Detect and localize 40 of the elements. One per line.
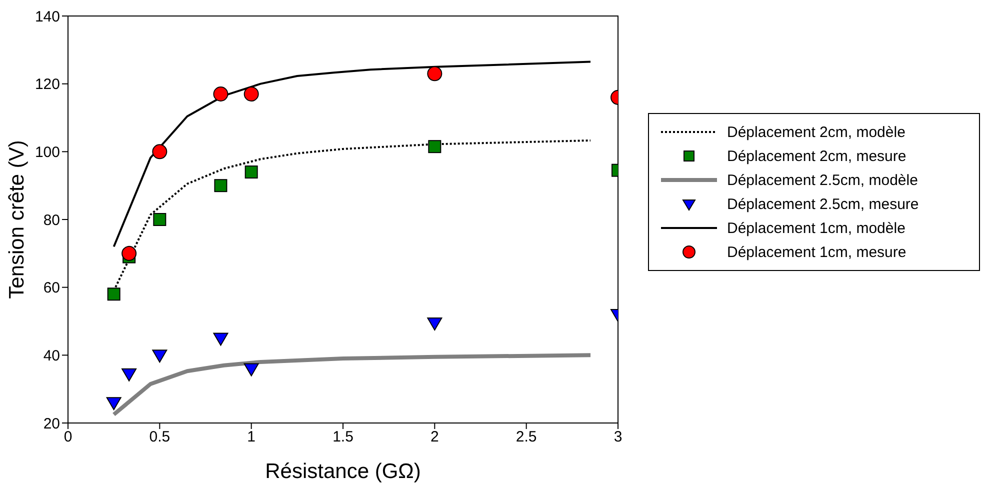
- point: [214, 179, 228, 192]
- y-tick-label: 20: [43, 415, 60, 432]
- point: [106, 397, 122, 410]
- y-axis-title: Tension crête (V): [5, 140, 28, 299]
- x-tick-label: 2: [430, 428, 439, 446]
- point: [244, 86, 259, 102]
- y-tick-label: 140: [34, 8, 60, 26]
- point: [427, 317, 442, 330]
- y-tick-label: 100: [34, 144, 60, 161]
- x-axis-title: Résistance (GΩ): [265, 460, 421, 483]
- x-tick-label: 0.5: [149, 428, 170, 446]
- y-tick-label: 40: [43, 347, 60, 364]
- point: [107, 288, 120, 301]
- y-tick-label: 120: [34, 76, 60, 94]
- legend-label: Déplacement 2cm, mesure: [727, 148, 906, 164]
- x-tick-label: 2.5: [516, 428, 537, 446]
- y-tick-label: 60: [43, 280, 60, 297]
- point: [213, 332, 228, 346]
- point: [122, 246, 137, 261]
- point: [244, 363, 259, 376]
- legend-label: Déplacement 2.5cm, modèle: [727, 172, 918, 188]
- point: [213, 86, 228, 102]
- point: [152, 144, 168, 160]
- point: [153, 213, 166, 226]
- x-tick-label: 1: [247, 428, 256, 446]
- point: [152, 350, 168, 363]
- line-series: [112, 60, 592, 248]
- legend-label: Déplacement 2.5cm, mesure: [727, 196, 919, 212]
- x-tick-label: 0: [64, 428, 72, 446]
- x-tick-label: 1.5: [332, 428, 354, 446]
- point: [427, 66, 442, 82]
- point: [122, 368, 137, 382]
- legend-label: Déplacement 1cm, modèle: [727, 220, 906, 236]
- line-series: [112, 353, 592, 417]
- legend-label: Déplacement 2cm, modèle: [727, 124, 906, 140]
- point: [244, 166, 258, 179]
- y-tick-label: 80: [43, 212, 60, 229]
- legend-label: Déplacement 1cm, mesure: [727, 244, 906, 260]
- point: [428, 140, 442, 154]
- x-tick-label: 3: [614, 428, 622, 446]
